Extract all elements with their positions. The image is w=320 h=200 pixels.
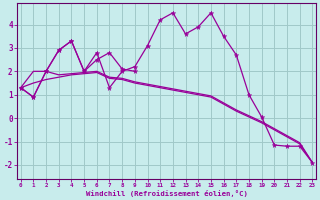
X-axis label: Windchill (Refroidissement éolien,°C): Windchill (Refroidissement éolien,°C)	[85, 190, 247, 197]
